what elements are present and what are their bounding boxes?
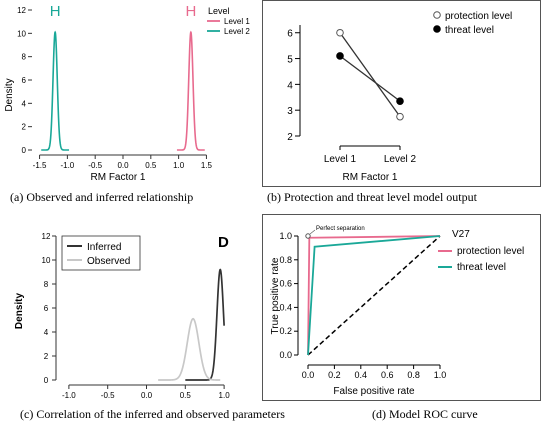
chart-d-legend-label: threat level <box>457 262 506 273</box>
chart-d-series-2-curve <box>307 235 441 356</box>
chart-d-annotation-leader <box>309 229 316 235</box>
chart-d-annotation-label: Perfect separation <box>316 226 365 232</box>
chart-a-ytick-label: 12 <box>17 6 26 15</box>
chart-c-legend-label: Inferred <box>87 242 121 253</box>
chart-d-ytick-label: 1.0 <box>279 231 292 241</box>
chart-b-ytick-label: 3 <box>287 106 293 117</box>
chart-c-ytick-label: 0 <box>44 376 49 385</box>
chart-b-xtick-label: Level 1 <box>324 154 357 165</box>
chart-a-legend-label: Level 1 <box>224 17 250 26</box>
chart-d-xtick-label: 0.4 <box>355 370 368 380</box>
chart-a-xtick-label: 0.5 <box>145 161 157 170</box>
chart-d-frame <box>262 214 541 401</box>
caption-b: (b) Protection and threat level model ou… <box>267 190 477 204</box>
chart-c-ytick-label: 2 <box>44 352 49 361</box>
chart-d: V27 True positive rate False positive ra… <box>262 214 541 401</box>
chart-d-ytick-label: 0.6 <box>279 279 292 289</box>
chart-c-series-1-curve <box>185 268 225 381</box>
chart-b-series-1-point <box>336 28 344 37</box>
chart-c-ytick-label: 6 <box>44 304 49 313</box>
caption-a: (a) Observed and inferred relationship <box>10 190 194 204</box>
chart-b-ytick-label: 2 <box>287 132 293 143</box>
chart-d-reference-line <box>307 235 441 356</box>
caption-d: (d) Model ROC curve <box>372 407 478 421</box>
chart-c-xtick-label: 1.0 <box>219 391 231 400</box>
chart-a-ytick-label: 10 <box>17 29 26 38</box>
chart-d-ytick-label: 0.4 <box>279 302 292 312</box>
chart-c: Density 0 2 4 6 8 10 12 -1.0 -0.5 0.0 0.5 1.0 D In… <box>14 232 231 400</box>
chart-d-xtick-label: 0.2 <box>328 370 341 380</box>
chart-a: Density 0 2 4 6 8 10 12 -1.5 -1.0 -0.5 0.0 0.5 1.0 1… <box>4 3 250 183</box>
chart-c-ytick-label: 4 <box>44 328 49 337</box>
chart-d-ylabel: True positive rate <box>270 257 281 334</box>
chart-a-xtick-label: -1.5 <box>33 161 47 170</box>
chart-d-xlabel: False positive rate <box>333 386 415 397</box>
chart-b-ytick-label: 4 <box>287 80 293 91</box>
chart-a-xtick-label: 1.5 <box>201 161 213 170</box>
chart-a-legend-title: Level <box>208 6 230 16</box>
chart-b-series-2-line <box>339 55 401 102</box>
chart-a-ytick-label: 8 <box>22 53 27 62</box>
chart-c-ylabel: Density <box>14 293 25 330</box>
chart-b-xtick-label: Level 2 <box>384 154 417 165</box>
chart-c-xtick-label: 0.0 <box>141 391 153 400</box>
chart-c-ytick-label: 8 <box>44 280 49 289</box>
chart-d-xtick-label: 0.6 <box>381 370 394 380</box>
chart-a-xtick-label: -0.5 <box>88 161 102 170</box>
chart-b-legend-marker <box>433 25 441 33</box>
chart-a-ytick-label: 4 <box>22 99 27 108</box>
chart-a-ylabel: Density <box>4 78 15 111</box>
chart-b-xlabel: RM Factor 1 <box>342 172 397 183</box>
chart-c-xtick-label: -0.5 <box>101 391 115 400</box>
chart-c-xtick-label: 0.5 <box>180 391 192 400</box>
chart-b-series-2-point <box>396 97 404 105</box>
chart-d-ytick-label: 0.2 <box>279 326 292 336</box>
chart-b-legend-marker <box>433 11 441 19</box>
chart-a-series-1-curve <box>176 30 205 151</box>
chart-d-ytick-label: 0.8 <box>279 255 292 265</box>
chart-b-series-1-point <box>396 112 404 121</box>
chart-c-ytick-label: 12 <box>42 232 51 241</box>
chart-d-xtick-label: 0.0 <box>302 370 315 380</box>
chart-c-xtick-label: -1.0 <box>62 391 76 400</box>
chart-b: 2 3 4 5 6 Level 1 Level 2 protection level thr… <box>262 0 541 187</box>
chart-c-legend-box <box>61 235 141 271</box>
chart-a-ytick-label: 6 <box>22 76 27 85</box>
chart-d-annotation-marker <box>305 233 311 239</box>
chart-a-xlabel: RM Factor 1 <box>90 172 145 183</box>
chart-a-series-1-marker: H <box>185 3 196 20</box>
chart-a-series-2-marker: H <box>50 3 61 20</box>
chart-c-ytick-label: 10 <box>42 256 51 265</box>
chart-d-xtick-label: 1.0 <box>434 370 447 380</box>
chart-a-xtick-label: 1.0 <box>173 161 185 170</box>
chart-d-ytick-label: 0.0 <box>279 350 292 360</box>
chart-a-xtick-label: -1.0 <box>60 161 74 170</box>
chart-d-legend-label: protection level <box>457 246 524 257</box>
chart-d-xtick-label: 0.8 <box>407 370 420 380</box>
chart-b-legend-label: protection level <box>445 11 512 22</box>
chart-b-ytick-label: 5 <box>287 55 293 66</box>
chart-c-legend-label: Observed <box>87 256 130 267</box>
chart-b-series-2-point <box>336 52 344 60</box>
chart-b-series-1-line <box>339 32 401 118</box>
chart-a-series-2-curve <box>41 30 70 151</box>
chart-d-title: V27 <box>452 229 470 240</box>
chart-b-frame <box>262 0 541 187</box>
chart-b-legend-label: threat level <box>445 25 494 36</box>
chart-a-legend-label: Level 2 <box>224 27 250 36</box>
caption-c: (c) Correlation of the inferred and obse… <box>20 407 285 421</box>
chart-b-ytick-label: 6 <box>287 29 293 40</box>
chart-a-xtick-label: 0.0 <box>117 161 129 170</box>
chart-a-ytick-label: 0 <box>22 146 27 155</box>
chart-c-series-2-curve <box>158 317 221 381</box>
chart-a-ytick-label: 2 <box>22 123 27 132</box>
chart-c-panel-label: D <box>218 234 229 251</box>
